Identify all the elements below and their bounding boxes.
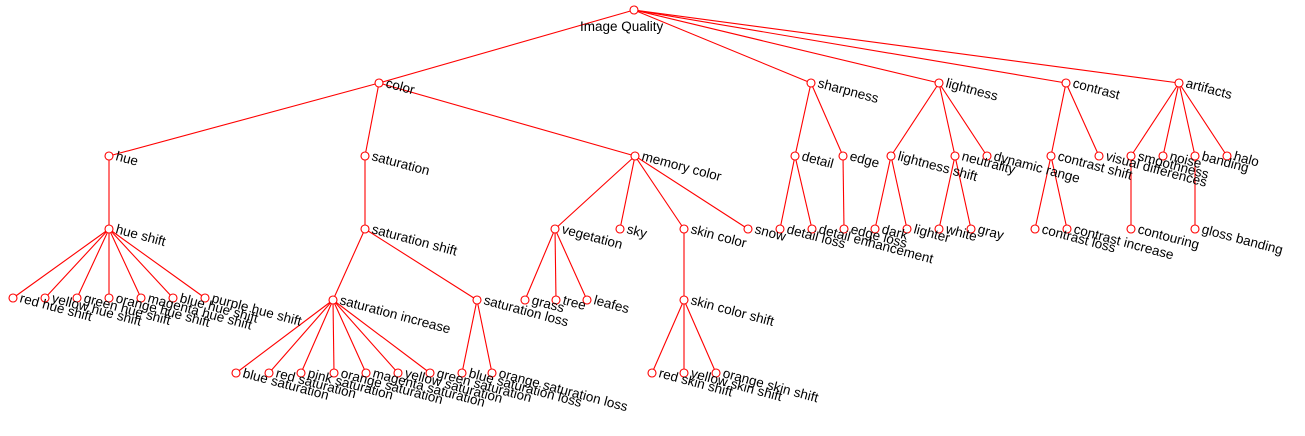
node-contrast-shift (1047, 152, 1055, 160)
node-saturation-shift (361, 225, 369, 233)
node-label-leafes: leafes (592, 292, 631, 316)
node-label-memory-color: memory color (640, 148, 723, 184)
edge-vegetation-to-grass (525, 229, 555, 300)
node-skin-color-shift (680, 296, 688, 304)
edge-detail-to-detail-loss (780, 156, 795, 229)
edge-memory-color-to-vegetation (555, 156, 635, 229)
node-image-quality (630, 6, 638, 14)
node-artifacts (1175, 79, 1183, 87)
node-red-skin-shift (648, 369, 656, 377)
node-label-sharpness: sharpness (816, 75, 880, 106)
node-label-skin-color: skin color (689, 221, 748, 250)
edge-detail-to-detail-enhancement (795, 156, 812, 229)
edge-artifacts-to-noise (1163, 83, 1179, 156)
node-label-gray: gray (976, 221, 1005, 242)
node-label-lightness: lightness (944, 75, 1000, 103)
edge-image-quality-to-artifacts (634, 10, 1179, 83)
edge-saturation-increase-to-orange-saturation (333, 300, 334, 373)
node-skin-color (680, 225, 688, 233)
edge-artifacts-to-smoothness (1131, 83, 1179, 156)
node-saturation-increase (329, 296, 337, 304)
node-hue (105, 152, 113, 160)
edge-skin-color-shift-to-red-skin-shift (652, 300, 684, 373)
edge-color-to-memory-color (379, 83, 635, 156)
edge-hue-shift-to-red-hue-shift (13, 229, 109, 298)
node-memory-color (631, 152, 639, 160)
node-contouring (1127, 225, 1135, 233)
edge-image-quality-to-contrast (634, 10, 1066, 83)
edge-color-to-saturation (365, 83, 379, 156)
node-blue-saturation (232, 369, 240, 377)
node-saturation (361, 152, 369, 160)
node-hue-shift (105, 225, 113, 233)
node-contrast-loss (1031, 225, 1039, 233)
node-label-tree: tree (561, 292, 587, 313)
node-sharpness (807, 79, 815, 87)
edge-image-quality-to-lightness (634, 10, 939, 83)
node-label-saturation-increase: saturation increase (338, 292, 452, 336)
node-edge (839, 152, 847, 160)
edge-color-to-hue (109, 83, 379, 156)
node-neutrality (951, 152, 959, 160)
node-label-hue: hue (114, 148, 140, 168)
node-sky (616, 225, 624, 233)
node-gloss-banding (1191, 225, 1199, 233)
node-label-edge: edge (848, 148, 881, 170)
node-label-skin-color-shift: skin color shift (689, 292, 776, 329)
edge-lightness-to-lightness-shift (891, 83, 939, 156)
node-label-snow: snow (753, 221, 788, 244)
edge-hue-shift-to-yellow-hue-shift (45, 229, 109, 298)
node-contrast (1062, 79, 1070, 87)
node-label-artifacts: artifacts (1184, 75, 1234, 102)
edge-lightness-shift-to-lighter (891, 156, 907, 229)
edge-saturation-increase-to-pink-saturation (301, 300, 333, 373)
edge-edge-to-edge-loss (843, 156, 844, 229)
node-lightness-shift (887, 152, 895, 160)
node-lightness (935, 79, 943, 87)
edge-lightness-to-neutrality (939, 83, 955, 156)
edge-hue-shift-to-green-hue-shift (77, 229, 109, 298)
node-detail (791, 152, 799, 160)
edge-saturation-shift-to-saturation-increase (333, 229, 365, 300)
node-label-vegetation: vegetation (560, 221, 624, 252)
node-label-saturation-shift: saturation shift (370, 221, 459, 258)
node-label-hue-shift: hue shift (114, 221, 167, 249)
node-color (375, 79, 383, 87)
node-label-saturation: saturation (370, 148, 431, 178)
edge-vegetation-to-tree (555, 229, 556, 300)
node-label-gloss-banding: gloss banding (1200, 221, 1284, 257)
tree-labels: Image Quality color sharpness lightness cont… (18, 19, 1284, 414)
node-label-color: color (384, 75, 417, 97)
node-label-contrast: contrast (1071, 75, 1122, 102)
node-label-detail: detail (800, 148, 835, 171)
node-label-sky: sky (625, 221, 649, 241)
edge-saturation-loss-to-blue-saturation-loss (462, 300, 477, 373)
node-snow (744, 225, 752, 233)
node-vegetation (551, 225, 559, 233)
edge-contrast-to-contrast-shift (1051, 83, 1066, 156)
node-saturation-loss (473, 296, 481, 304)
edge-saturation-loss-to-orange-saturation-loss (477, 300, 492, 373)
edge-artifacts-to-banding (1179, 83, 1195, 156)
edge-sharpness-to-detail (795, 83, 811, 156)
node-red-hue-shift (9, 294, 17, 302)
node-label-image-quality: Image Quality (580, 19, 664, 34)
